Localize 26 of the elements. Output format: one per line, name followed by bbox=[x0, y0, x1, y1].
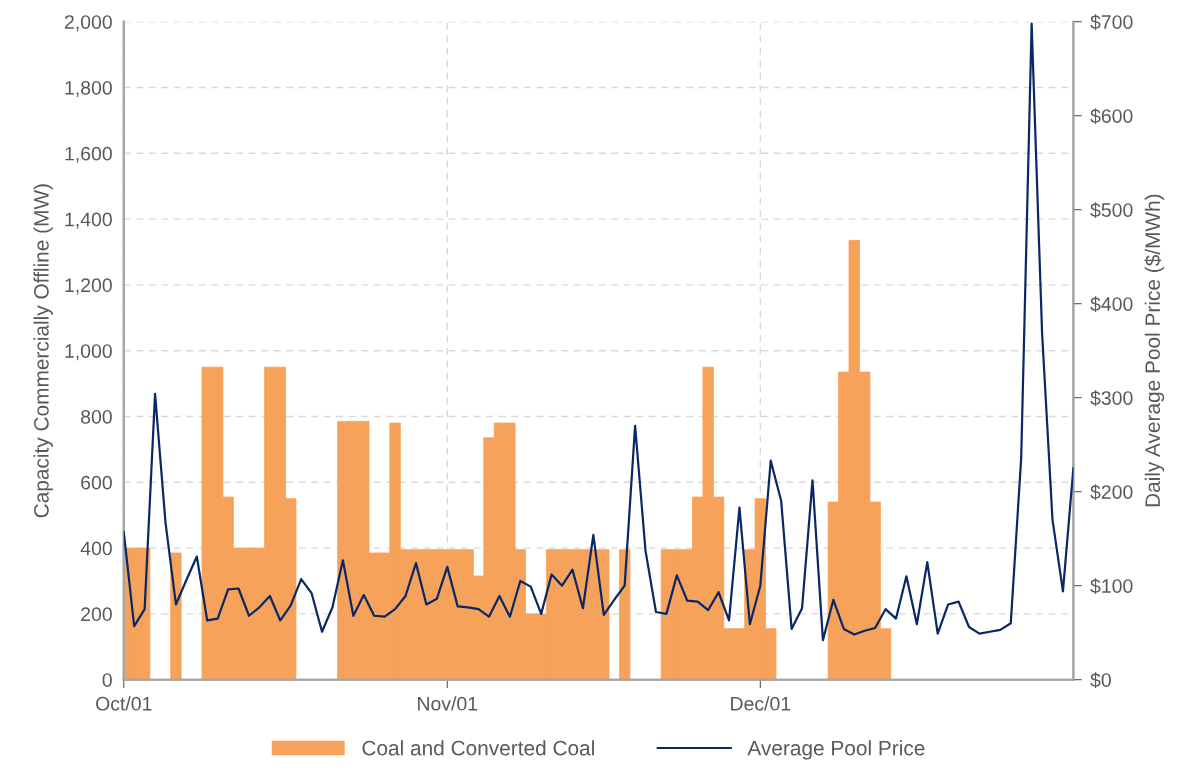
y2-tick-label: $300 bbox=[1090, 390, 1133, 407]
x-tick-label: Dec/01 bbox=[731, 696, 791, 711]
y2-axis-title: Daily Average Pool Price ($/MWh) bbox=[1144, 194, 1165, 507]
y2-tick-label: $600 bbox=[1090, 108, 1133, 125]
x-tick-label: Nov/01 bbox=[418, 696, 478, 711]
y-tick-label: 1,400 bbox=[65, 212, 112, 229]
y2-tick-label: $400 bbox=[1090, 296, 1133, 313]
y-tick-label: 400 bbox=[80, 541, 112, 556]
y-tick-label: 0 bbox=[102, 673, 112, 687]
y-tick-label: 1,800 bbox=[65, 80, 112, 98]
y-tick-label: 2,000 bbox=[64, 15, 112, 32]
y-tick-label: 800 bbox=[81, 409, 112, 424]
y2-tick-label: $0 bbox=[1090, 672, 1111, 689]
y-tick-label: 1,200 bbox=[65, 278, 112, 295]
y2-tick-label: $100 bbox=[1090, 578, 1133, 595]
y-tick-label: 600 bbox=[81, 475, 112, 490]
y-axis-title: Capacity Commercially Offline (MW) bbox=[33, 184, 53, 518]
y-tick-label: 200 bbox=[81, 607, 112, 622]
legend-label: Average Pool Price bbox=[747, 740, 925, 760]
y2-tick-label: $500 bbox=[1090, 202, 1133, 219]
y2-tick-label: $700 bbox=[1090, 14, 1133, 31]
x-tick-label: Oct/01 bbox=[96, 696, 152, 711]
y2-tick-label: $200 bbox=[1090, 484, 1133, 501]
legend-label: Coal and Converted Coal bbox=[362, 740, 594, 756]
y-tick-label: 1,000 bbox=[65, 344, 112, 361]
y-tick-label: 1,600 bbox=[65, 146, 112, 163]
